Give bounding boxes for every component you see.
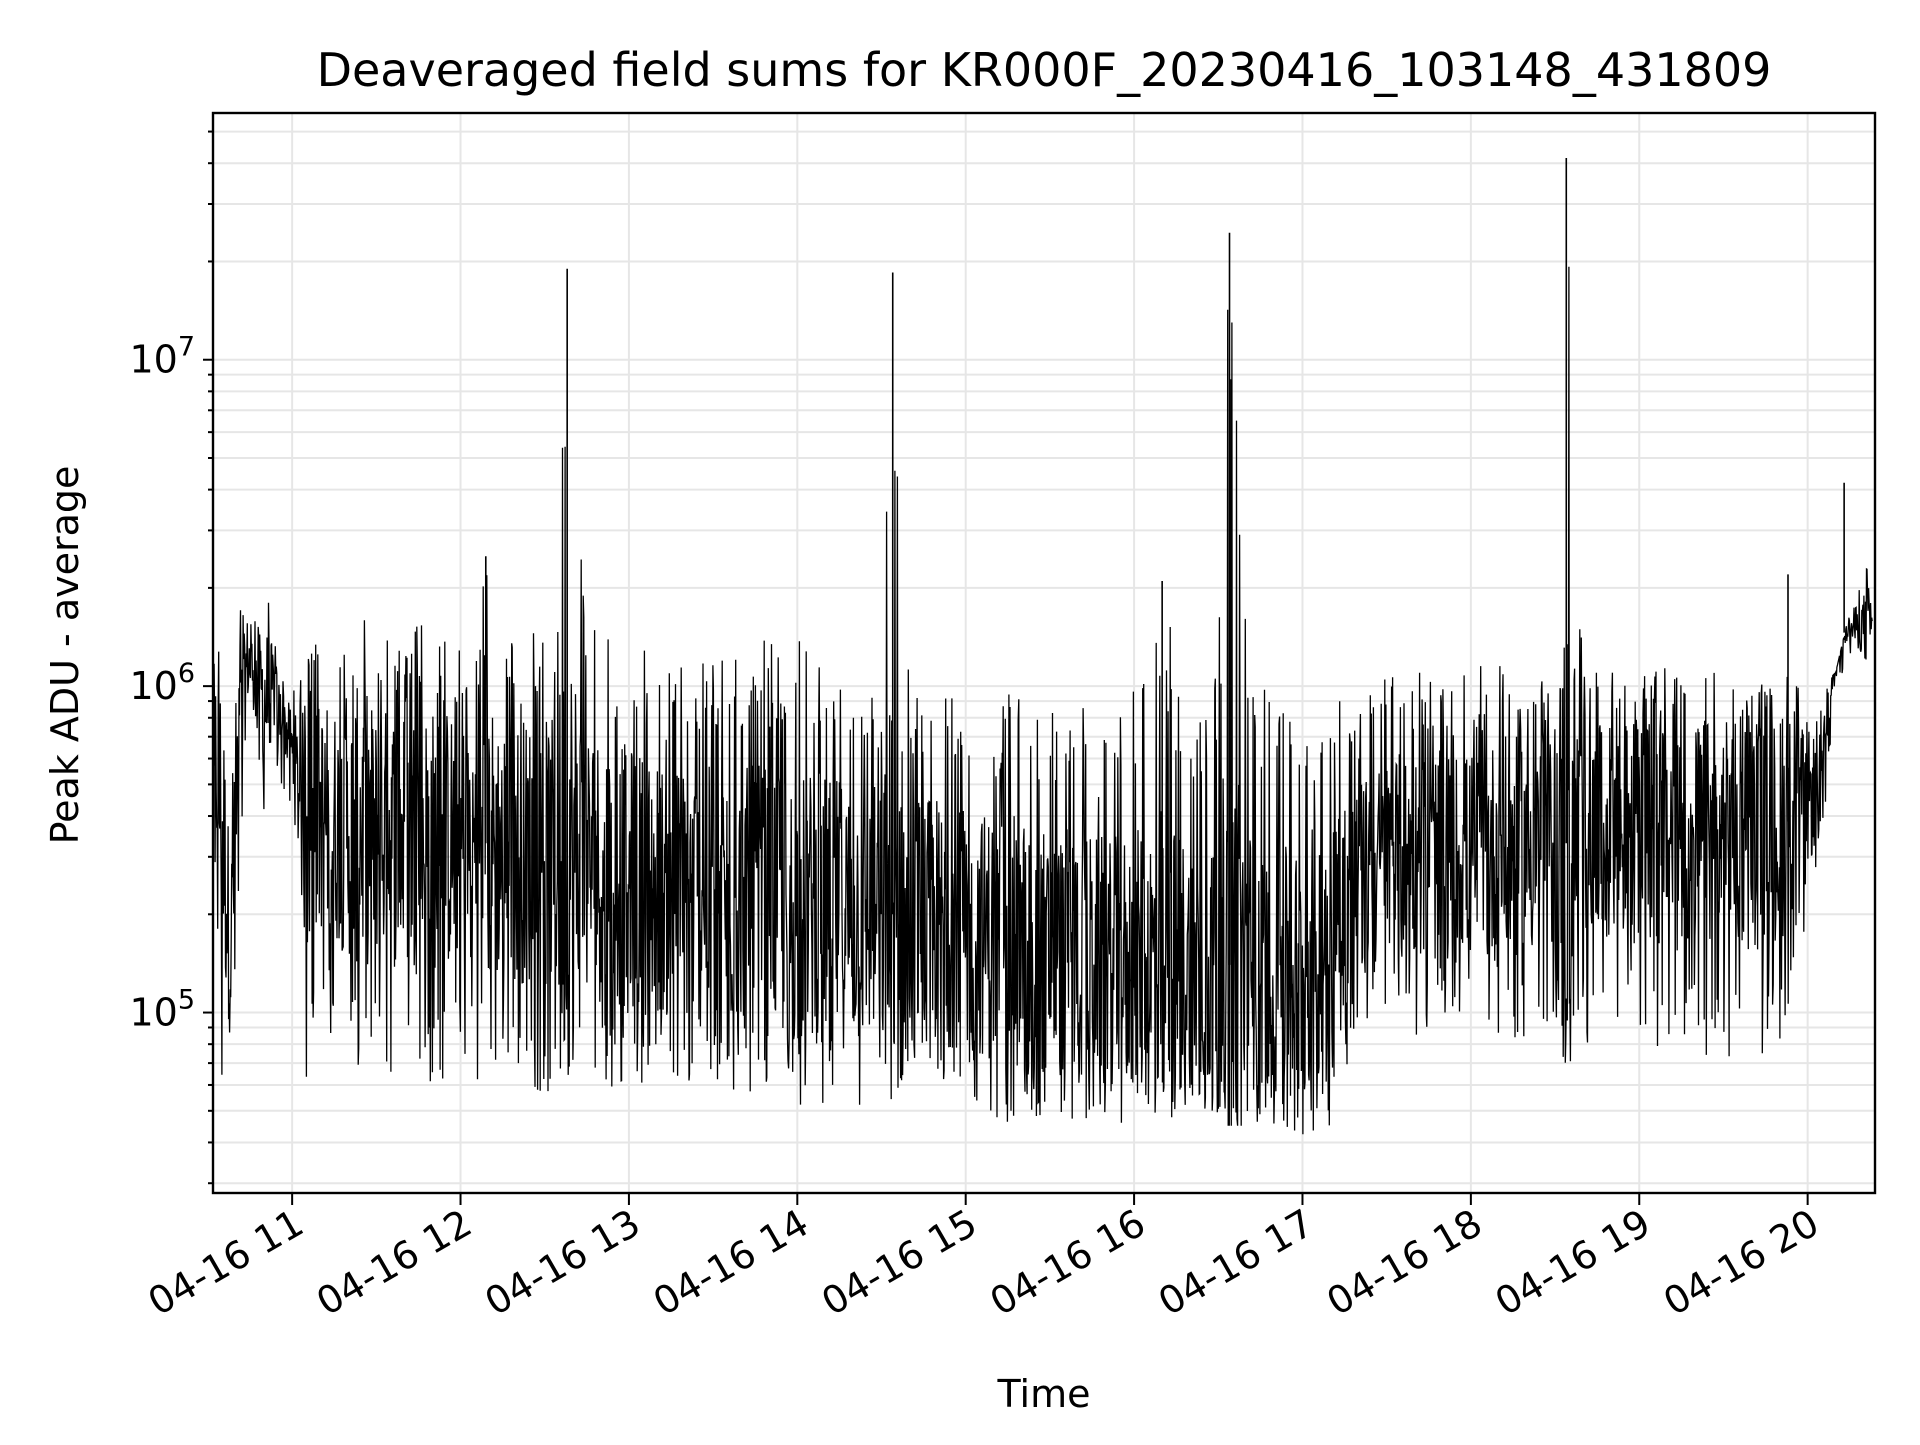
x-tick-label: 04-16 20: [1656, 1201, 1826, 1325]
y-tick-label: 106: [129, 658, 195, 708]
x-tick-label: 04-16 18: [1319, 1201, 1489, 1325]
chart-title: Deaveraged field sums for KR000F_2023041…: [317, 43, 1772, 97]
series-line: [212, 266, 1873, 1135]
x-tick-label: 04-16 14: [646, 1201, 816, 1325]
y-tick-label-exponent: 5: [178, 985, 195, 1016]
x-tick-label: 04-16 13: [477, 1201, 647, 1325]
y-tick-label-base: 10: [129, 664, 177, 708]
x-tick-label: 04-16 17: [1151, 1201, 1321, 1325]
x-tick-label: 04-16 12: [309, 1201, 479, 1325]
series-layer: [212, 157, 1873, 1135]
y-tick-label: 105: [129, 985, 195, 1035]
y-axis-label: Peak ADU - average: [43, 466, 87, 845]
y-tick-label-exponent: 6: [178, 658, 195, 689]
y-tick-label-base: 10: [129, 991, 177, 1035]
plot-frame: [211, 111, 1877, 1195]
y-tick-label-base: 10: [129, 338, 177, 382]
x-tick-label: 04-16 11: [141, 1201, 311, 1325]
x-tick-label: 04-16 15: [814, 1201, 984, 1325]
x-axis-label: Time: [997, 1372, 1091, 1416]
y-tick-label-exponent: 7: [178, 332, 195, 363]
y-tick-label: 107: [129, 332, 195, 382]
x-tick-label: 04-16 16: [983, 1201, 1153, 1325]
x-tick-label: 04-16 19: [1488, 1201, 1658, 1325]
